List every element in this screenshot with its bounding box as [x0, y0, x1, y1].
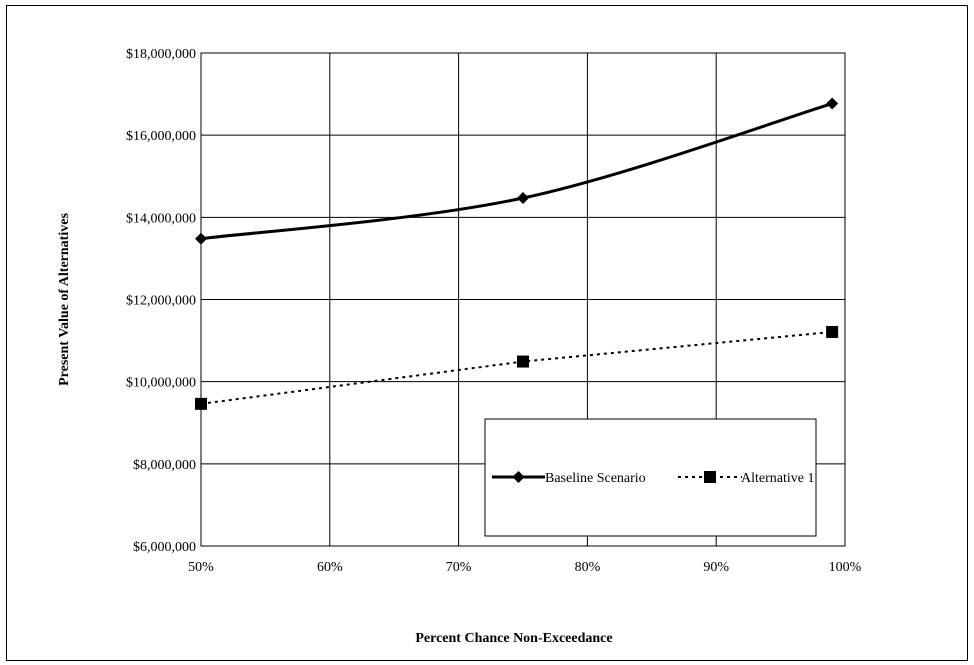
diamond-marker — [517, 192, 529, 205]
diamond-marker — [826, 97, 839, 110]
square-marker — [826, 325, 839, 338]
y-axis-title: Present Value of Alternatives — [57, 213, 72, 386]
square-marker — [704, 471, 716, 483]
legend-item: Baseline Scenario — [492, 471, 646, 486]
diamond-marker — [512, 471, 525, 483]
y-tick-label: $10,000,000 — [126, 376, 196, 391]
y-tick-label: $8,000,000 — [133, 458, 196, 473]
x-tick-label: 50% — [188, 560, 214, 575]
x-tick-label: 70% — [446, 560, 472, 575]
series-alternative-1 — [195, 325, 839, 410]
y-tick-label: $18,000,000 — [126, 47, 196, 62]
plot-area-border — [200, 52, 846, 547]
legend-box — [484, 418, 817, 537]
x-tick-label: 90% — [703, 560, 729, 575]
y-tick-label: $14,000,000 — [126, 211, 196, 226]
y-tick-label: $16,000,000 — [126, 129, 196, 144]
square-marker — [517, 355, 529, 368]
legend-label: Baseline Scenario — [545, 471, 646, 486]
series-line — [200, 102, 833, 241]
y-tick-label: $6,000,000 — [133, 540, 196, 555]
x-axis-tick-labels: 50% 60% 70% 80% 90% 100% — [188, 560, 862, 575]
diamond-marker — [195, 232, 207, 245]
series-line — [200, 330, 833, 405]
y-axis-tick-labels: $6,000,000 $8,000,000 $10,000,000 $12,000,0… — [126, 47, 196, 555]
legend-items: Baseline Scenario Alternative 1 — [492, 471, 814, 486]
legend-item: Alternative 1 — [678, 471, 814, 486]
series-layer — [195, 97, 839, 410]
y-tick-label: $12,000,000 — [126, 294, 196, 309]
x-tick-label: 60% — [317, 560, 343, 575]
chart-frame — [6, 5, 968, 661]
x-tick-label: 100% — [829, 560, 862, 575]
x-axis-title: Percent Chance Non-Exceedance — [415, 631, 612, 646]
square-marker — [195, 397, 207, 410]
legend: Baseline Scenario Alternative 1 — [484, 418, 817, 537]
x-tick-label: 80% — [575, 560, 601, 575]
series-baseline-scenario — [195, 97, 839, 245]
legend-label: Alternative 1 — [741, 471, 814, 486]
